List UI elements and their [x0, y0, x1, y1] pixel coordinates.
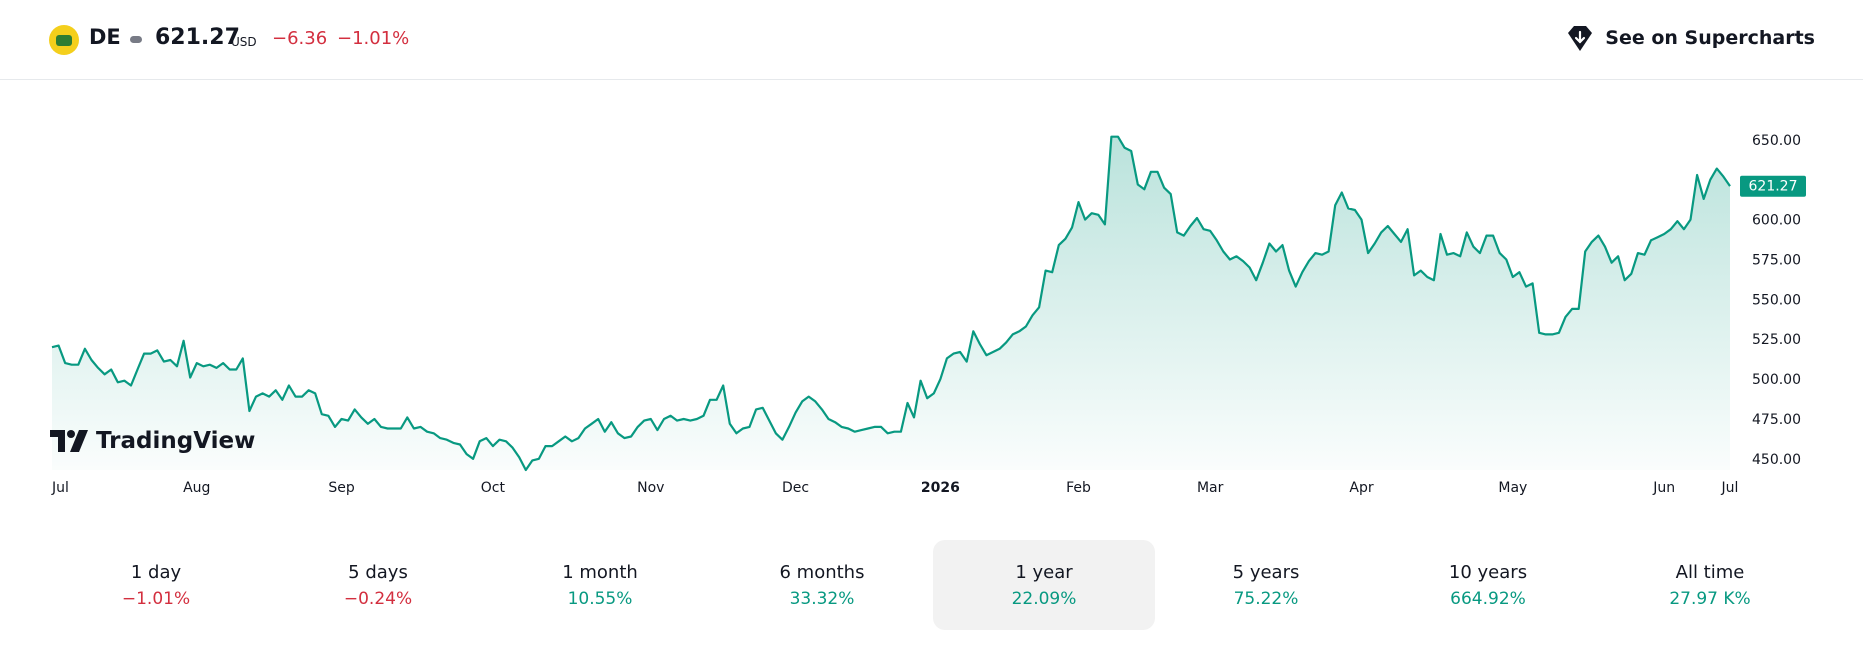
x-tick-label: Feb	[1066, 480, 1091, 496]
see-on-supercharts-link[interactable]: See on Supercharts	[1565, 24, 1815, 52]
period-change: −0.24%	[343, 588, 413, 609]
y-tick-label: 650.00	[1752, 133, 1801, 149]
period-label: 1 year	[1015, 561, 1073, 583]
price-chart[interactable]: 650.00 600.00 575.00 550.00 525.00 500.00 475.…	[0, 80, 1863, 510]
period-change: 27.97 K%	[1669, 588, 1751, 609]
x-tick-label: 2026	[921, 480, 960, 496]
ticker-symbol[interactable]: DE	[89, 25, 121, 49]
period-label: 6 months	[779, 561, 865, 583]
y-tick-label: 550.00	[1752, 292, 1801, 308]
y-tick-label: 600.00	[1752, 213, 1801, 229]
price-area-fill	[52, 136, 1730, 470]
supercharts-label: See on Supercharts	[1605, 27, 1815, 49]
x-tick-label: Apr	[1349, 480, 1373, 496]
deere-logo-icon	[49, 25, 79, 55]
x-tick-label: Aug	[183, 480, 210, 496]
x-tick-label: Mar	[1197, 480, 1224, 496]
chart-svg: 650.00 600.00 575.00 550.00 525.00 500.00 475.…	[51, 133, 1806, 496]
x-tick-label: Jul	[51, 480, 69, 496]
period-label: 1 day	[130, 561, 182, 583]
price-change-percent: −1.01%	[337, 28, 410, 49]
y-tick-label: 450.00	[1752, 452, 1801, 468]
y-tick-label: 575.00	[1752, 252, 1801, 268]
last-price-tag	[1740, 175, 1806, 197]
price-change: −6.36	[272, 28, 328, 49]
x-tick-label: Oct	[481, 480, 506, 496]
x-tick-label: Jun	[1652, 480, 1675, 496]
period-label: All time	[1675, 561, 1745, 583]
period-label: 5 days	[348, 561, 408, 583]
period-5-days[interactable]: 5 days −0.24%	[267, 540, 489, 630]
period-change: −1.01%	[121, 588, 191, 609]
period-change: 22.09%	[1011, 588, 1077, 609]
period-label: 1 month	[562, 561, 638, 583]
tradingview-text: TradingView	[96, 428, 256, 454]
header: DE 621.27 USD −6.36 −1.01% See on Superc…	[0, 0, 1863, 80]
period-10-years[interactable]: 10 years 664.92%	[1377, 540, 1599, 630]
x-tick-label: Dec	[782, 480, 809, 496]
y-tick-label: 525.00	[1752, 332, 1801, 348]
last-price-tag-label: 621.27	[1749, 179, 1798, 195]
period-6-months[interactable]: 6 months 33.32%	[711, 540, 933, 630]
tradingview-watermark: TradingView	[50, 428, 255, 454]
market-status-icon	[130, 36, 142, 43]
period-change: 664.92%	[1450, 588, 1526, 609]
period-change: 33.32%	[789, 588, 855, 609]
period-1-month[interactable]: 1 month 10.55%	[489, 540, 711, 630]
period-1-day[interactable]: 1 day −1.01%	[45, 540, 267, 630]
tradingview-logo-icon	[50, 430, 88, 452]
price-line	[51, 135, 1731, 472]
period-label: 10 years	[1448, 561, 1528, 583]
x-tick-label: May	[1498, 480, 1527, 496]
y-tick-label: 500.00	[1752, 372, 1801, 388]
period-label: 5 years	[1232, 561, 1300, 583]
period-1-year[interactable]: 1 year 22.09%	[933, 540, 1155, 630]
x-tick-label: Nov	[637, 480, 664, 496]
last-price: 621.27	[155, 25, 240, 50]
supercharts-icon	[1568, 26, 1593, 51]
y-tick-label: 475.00	[1752, 412, 1801, 428]
period-change: 75.22%	[1233, 588, 1299, 609]
period-selector: 1 day −1.01% 5 days −0.24% 1 month 10.55% 6 mo…	[45, 540, 1821, 630]
x-tick-label: Jul	[1721, 480, 1739, 496]
period-all-time[interactable]: All time 27.97 K%	[1599, 540, 1821, 630]
period-change: 10.55%	[567, 588, 633, 609]
period-5-years[interactable]: 5 years 75.22%	[1155, 540, 1377, 630]
x-tick-label: Sep	[328, 480, 355, 496]
currency: USD	[231, 35, 257, 49]
